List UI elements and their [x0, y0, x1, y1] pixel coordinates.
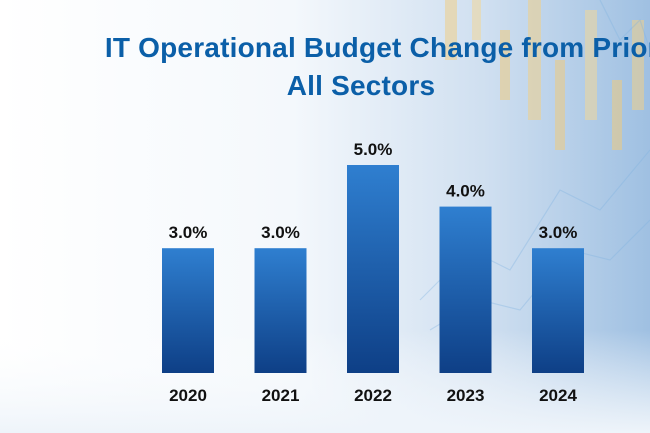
chart-title-line-2: All Sectors [286, 70, 436, 101]
data-label-2022: 5.0% [354, 140, 393, 159]
bar-2022 [347, 165, 399, 373]
x-tick-label-2020: 2020 [169, 386, 207, 405]
data-label-2023: 4.0% [446, 182, 485, 201]
bar-2023 [439, 206, 492, 373]
x-tick-label-2021: 2021 [262, 386, 300, 405]
decorative-candles [445, 0, 644, 150]
data-label-2024: 3.0% [539, 223, 578, 242]
chart-title-line-1: IT Operational Budget Change from Prior … [104, 32, 650, 63]
bar-2021 [254, 248, 307, 373]
x-tick-label-2023: 2023 [447, 386, 485, 405]
data-label-2021: 3.0% [261, 223, 300, 242]
bar-2024 [532, 248, 584, 373]
data-label-2020: 3.0% [169, 223, 208, 242]
bar-2020 [162, 248, 214, 373]
x-tick-label-2022: 2022 [354, 386, 392, 405]
x-tick-label-2024: 2024 [539, 386, 577, 405]
